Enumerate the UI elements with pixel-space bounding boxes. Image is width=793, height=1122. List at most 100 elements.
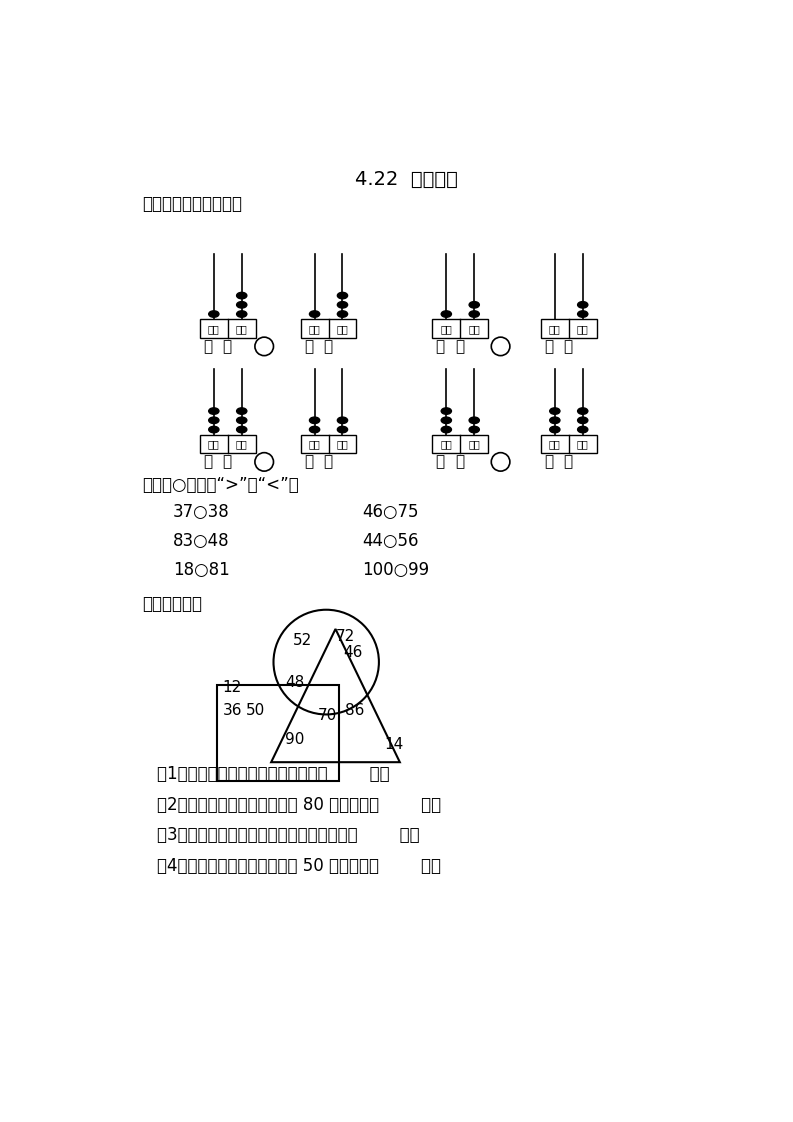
Text: 十位: 十位 (308, 439, 320, 449)
Bar (217, 686, 339, 781)
Text: 个位: 个位 (577, 323, 588, 333)
Ellipse shape (309, 417, 320, 423)
Bar (541, 435, 596, 453)
Ellipse shape (469, 417, 479, 423)
Ellipse shape (550, 417, 560, 423)
Ellipse shape (236, 417, 247, 423)
Bar (432, 435, 488, 453)
Text: （: （ (435, 454, 445, 469)
Text: （: （ (304, 339, 313, 353)
Bar (301, 435, 356, 453)
Text: 三、我会填。: 三、我会填。 (142, 596, 201, 614)
Text: 十位: 十位 (549, 323, 561, 333)
Ellipse shape (577, 311, 588, 318)
Ellipse shape (577, 302, 588, 309)
Text: 90: 90 (285, 732, 304, 746)
Text: 个位: 个位 (469, 439, 480, 449)
Text: 86: 86 (345, 703, 365, 718)
Bar (301, 320, 356, 338)
Text: 个位: 个位 (469, 323, 480, 333)
Ellipse shape (337, 417, 347, 423)
Bar (541, 320, 596, 338)
Ellipse shape (469, 426, 479, 433)
Ellipse shape (469, 311, 479, 318)
Ellipse shape (309, 311, 320, 318)
Ellipse shape (441, 417, 451, 423)
Text: 83○48: 83○48 (173, 532, 229, 550)
Bar (200, 435, 255, 453)
Text: 37○38: 37○38 (173, 503, 229, 521)
Ellipse shape (337, 426, 347, 433)
Text: 个位: 个位 (236, 439, 247, 449)
Text: （2）我在圆形和三角形里，比 80 大，我是（        ）。: （2）我在圆形和三角形里，比 80 大，我是（ ）。 (157, 795, 442, 813)
Ellipse shape (309, 426, 320, 433)
Ellipse shape (236, 426, 247, 433)
Text: 十位: 十位 (549, 439, 561, 449)
Text: 36: 36 (223, 703, 242, 718)
Text: ）: ） (223, 454, 232, 469)
Text: 14: 14 (384, 737, 404, 752)
Ellipse shape (441, 426, 451, 433)
Text: 50: 50 (246, 703, 266, 718)
Text: 4.22  比较大小: 4.22 比较大小 (354, 169, 458, 188)
Text: 70: 70 (317, 708, 336, 724)
Text: 二、在○里填上“>”或“<”。: 二、在○里填上“>”或“<”。 (142, 476, 298, 494)
Text: 十位: 十位 (440, 439, 452, 449)
Text: 46: 46 (343, 645, 363, 661)
Bar (200, 320, 255, 338)
Text: 个位: 个位 (236, 323, 247, 333)
Text: ）: ） (324, 339, 332, 353)
Ellipse shape (577, 417, 588, 423)
Text: 个位: 个位 (577, 439, 588, 449)
Text: ）: ） (324, 454, 332, 469)
Text: 72: 72 (336, 629, 355, 644)
Text: （4）我在正方形和圆形里，比 50 小，我是（        ）。: （4）我在正方形和圆形里，比 50 小，我是（ ）。 (157, 857, 441, 875)
Ellipse shape (236, 302, 247, 309)
Text: ）: ） (223, 339, 232, 353)
Text: （: （ (203, 454, 213, 469)
Ellipse shape (209, 417, 219, 423)
Ellipse shape (337, 293, 347, 298)
Ellipse shape (550, 426, 560, 433)
Text: （: （ (435, 339, 445, 353)
Bar (432, 320, 488, 338)
Text: 100○99: 100○99 (362, 561, 430, 579)
Text: 十位: 十位 (208, 323, 220, 333)
Ellipse shape (441, 407, 451, 414)
Ellipse shape (209, 311, 219, 318)
Text: 一、写一写，比一比。: 一、写一写，比一比。 (142, 195, 242, 213)
Text: 个位: 个位 (336, 439, 348, 449)
Text: ）: ） (455, 339, 464, 353)
Ellipse shape (577, 426, 588, 433)
Text: 46○75: 46○75 (362, 503, 419, 521)
Ellipse shape (550, 407, 560, 414)
Ellipse shape (236, 407, 247, 414)
Text: 十位: 十位 (208, 439, 220, 449)
Text: （1）正方形里最大的数是我，我是（        ）。: （1）正方形里最大的数是我，我是（ ）。 (157, 765, 390, 783)
Text: （: （ (544, 454, 554, 469)
Text: 12: 12 (223, 680, 242, 695)
Text: （: （ (304, 454, 313, 469)
Ellipse shape (441, 311, 451, 318)
Text: ）: ） (455, 454, 464, 469)
Ellipse shape (469, 302, 479, 309)
Text: 48: 48 (285, 675, 304, 690)
Text: 十位: 十位 (308, 323, 320, 333)
Ellipse shape (337, 302, 347, 309)
Text: （: （ (203, 339, 213, 353)
Text: ）: ） (564, 454, 573, 469)
Text: 18○81: 18○81 (173, 561, 229, 579)
Text: 个位: 个位 (336, 323, 348, 333)
Ellipse shape (577, 407, 588, 414)
Ellipse shape (209, 407, 219, 414)
Ellipse shape (209, 426, 219, 433)
Text: （: （ (544, 339, 554, 353)
Ellipse shape (236, 293, 247, 298)
Text: ）: ） (564, 339, 573, 353)
Ellipse shape (236, 311, 247, 318)
Text: （3）我在正方形、圆形和三角形里，我是（        ）。: （3）我在正方形、圆形和三角形里，我是（ ）。 (157, 826, 419, 845)
Text: 44○56: 44○56 (362, 532, 419, 550)
Text: 52: 52 (293, 633, 312, 649)
Text: 十位: 十位 (440, 323, 452, 333)
Ellipse shape (337, 311, 347, 318)
